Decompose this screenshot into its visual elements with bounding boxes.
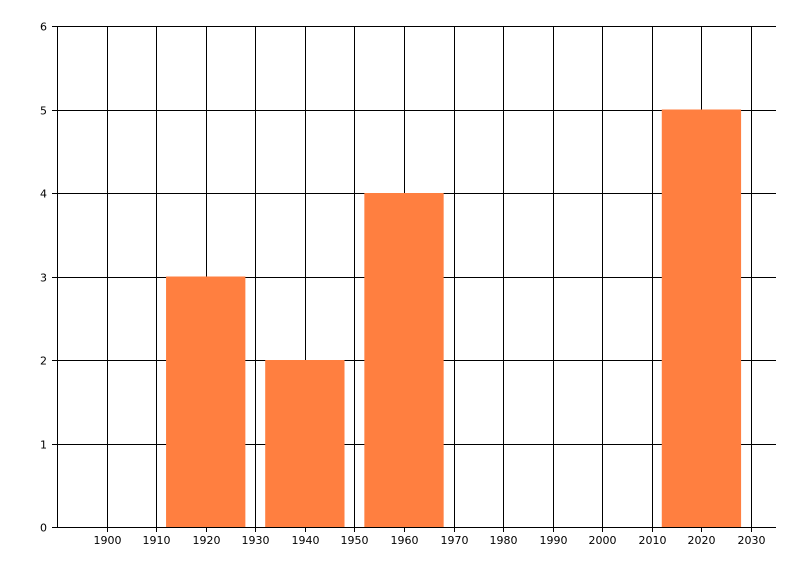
bar [364,193,444,527]
x-tick-label: 1930 [242,534,270,547]
y-tick-label: 4 [40,188,47,201]
y-tick-label: 3 [40,272,47,285]
bar [265,360,345,527]
x-tick-label: 1910 [143,534,171,547]
x-tick-label: 1990 [540,534,568,547]
x-tick-label: 2030 [738,534,766,547]
x-tick-label: 2000 [589,534,617,547]
bar [661,109,742,527]
x-tick-label: 1970 [441,534,469,547]
y-tick-label: 6 [40,21,47,34]
y-tick-label: 2 [40,355,47,368]
y-tick-label: 5 [40,105,47,118]
x-tick-label: 1950 [341,534,369,547]
x-tick-label: 1920 [193,534,221,547]
x-tick-label: 1900 [94,534,122,547]
bar [166,276,246,527]
x-tick-label: 1960 [391,534,419,547]
y-tick-label: 1 [40,439,47,452]
x-tick-label: 2020 [688,534,716,547]
y-tick-label: 0 [40,522,47,535]
x-tick-label: 1980 [490,534,518,547]
x-tick-label: 2010 [639,534,667,547]
x-tick-label: 1940 [292,534,320,547]
